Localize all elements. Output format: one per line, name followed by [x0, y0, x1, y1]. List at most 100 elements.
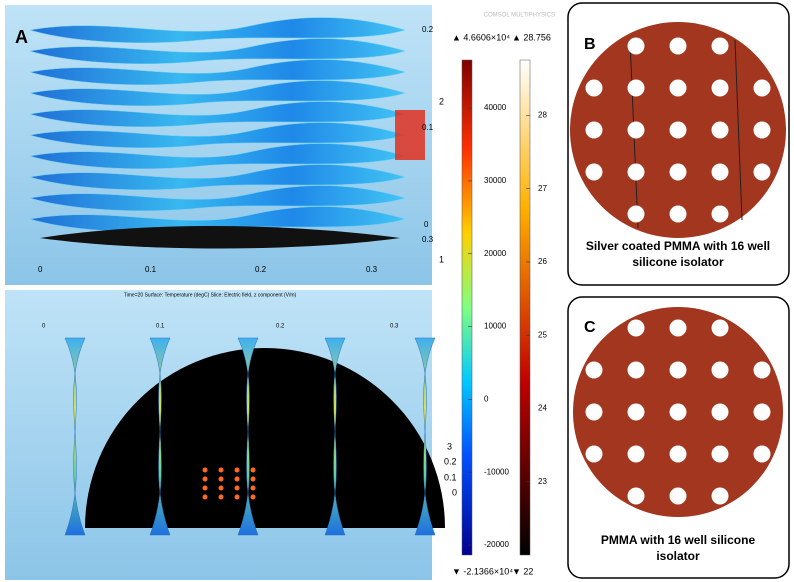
- hot-spot: [234, 485, 240, 491]
- well: [711, 319, 729, 337]
- tick: 0: [452, 487, 457, 497]
- well: [711, 361, 729, 379]
- well: [669, 79, 687, 97]
- well: [711, 403, 729, 421]
- well: [669, 487, 687, 505]
- well: [627, 487, 645, 505]
- colorbar-tick-label: 20000: [484, 249, 507, 258]
- colorbar-max: ▲ 28.756: [512, 32, 551, 42]
- ribbon: [237, 337, 259, 536]
- tick: 0.3: [366, 265, 378, 274]
- tick: 2: [439, 96, 444, 106]
- well: [585, 403, 603, 421]
- slice: [29, 80, 406, 106]
- well: [753, 403, 771, 421]
- caption: PMMA with 16 well silicone isolator: [600, 533, 756, 563]
- tick: 0.1: [422, 123, 434, 132]
- logo: COMSOL MULTIPHYSICS: [484, 13, 555, 19]
- hot-spot: [202, 476, 208, 482]
- well: [585, 163, 603, 181]
- colorbar-tick-label: 0: [484, 395, 489, 404]
- tick: 3: [447, 441, 452, 451]
- colorbar-tick-label: 30000: [484, 176, 507, 185]
- tick: 1: [439, 254, 444, 264]
- well: [711, 121, 729, 139]
- ribbon: [64, 337, 86, 536]
- well: [585, 361, 603, 379]
- well: [627, 361, 645, 379]
- colorbar-tick-label: 25: [538, 330, 547, 339]
- tick: 0: [42, 324, 46, 330]
- well: [711, 79, 729, 97]
- ribbon: [324, 337, 346, 536]
- well: [669, 205, 687, 223]
- hot-spot: [202, 494, 208, 500]
- hot-spot: [202, 467, 208, 473]
- tick: 0: [38, 265, 43, 274]
- ribbon: [149, 337, 171, 536]
- tick: 0.2: [422, 25, 434, 34]
- hot-spot: [218, 476, 224, 482]
- colorbar-min: ▼ -2.1366×10⁴: [452, 566, 513, 576]
- hot-spot: [234, 494, 240, 500]
- hot-spot: [250, 494, 256, 500]
- panel-label: A: [15, 27, 28, 47]
- tick: 0.1: [156, 324, 165, 330]
- tick: 0.2: [276, 324, 285, 330]
- tick: 0.3: [390, 324, 399, 330]
- well: [711, 163, 729, 181]
- well: [627, 163, 645, 181]
- well: [627, 37, 645, 55]
- plot-title: Time=20 Surface: Temperature (degC) Slic…: [124, 292, 297, 298]
- well: [585, 445, 603, 463]
- hot-spot: [202, 485, 208, 491]
- colorbar-field: [461, 59, 473, 556]
- colorbar-temperature: [519, 59, 531, 556]
- colorbar-tick-label: 27: [538, 184, 547, 193]
- slice: [40, 226, 400, 249]
- hot-spot: [218, 485, 224, 491]
- colorbar-tick-label: -10000: [484, 467, 509, 476]
- half-disc: [85, 348, 445, 528]
- well: [585, 79, 603, 97]
- colorbar-tick-label: 28: [538, 111, 547, 120]
- panel-label: B: [584, 36, 596, 53]
- well: [669, 403, 687, 421]
- colorbar-max: ▲ 4.6606×10⁴: [452, 32, 510, 42]
- hot-spot: [250, 485, 256, 491]
- well: [753, 79, 771, 97]
- well: [669, 163, 687, 181]
- well: [711, 445, 729, 463]
- well: [711, 205, 729, 223]
- slice: [29, 164, 406, 190]
- tick: 0.3: [422, 235, 434, 244]
- colorbar-tick-label: 23: [538, 477, 547, 486]
- slice: [29, 17, 406, 43]
- well: [669, 361, 687, 379]
- colorbar-tick-label: -20000: [484, 540, 509, 549]
- hot-spot: [218, 467, 224, 473]
- slice: [29, 59, 406, 85]
- well: [669, 121, 687, 139]
- well: [669, 37, 687, 55]
- marker-line: [734, 39, 743, 221]
- colorbar-min: ▼ 22: [512, 566, 533, 576]
- well: [669, 445, 687, 463]
- well: [753, 121, 771, 139]
- tick: 0.1: [145, 265, 157, 274]
- well: [627, 205, 645, 223]
- well: [711, 487, 729, 505]
- colorbar-tick-label: 26: [538, 257, 547, 266]
- tick: 0: [424, 220, 429, 229]
- well: [669, 319, 687, 337]
- caption: Silver coated PMMA with 16 well silicone…: [585, 239, 771, 269]
- tick: 0.2: [255, 265, 267, 274]
- well: [585, 121, 603, 139]
- well: [753, 163, 771, 181]
- panel-label: C: [584, 319, 596, 336]
- tick: 0.2: [444, 456, 457, 466]
- well: [711, 37, 729, 55]
- colorbar-tick-label: 10000: [484, 322, 507, 331]
- hot-spot: [218, 494, 224, 500]
